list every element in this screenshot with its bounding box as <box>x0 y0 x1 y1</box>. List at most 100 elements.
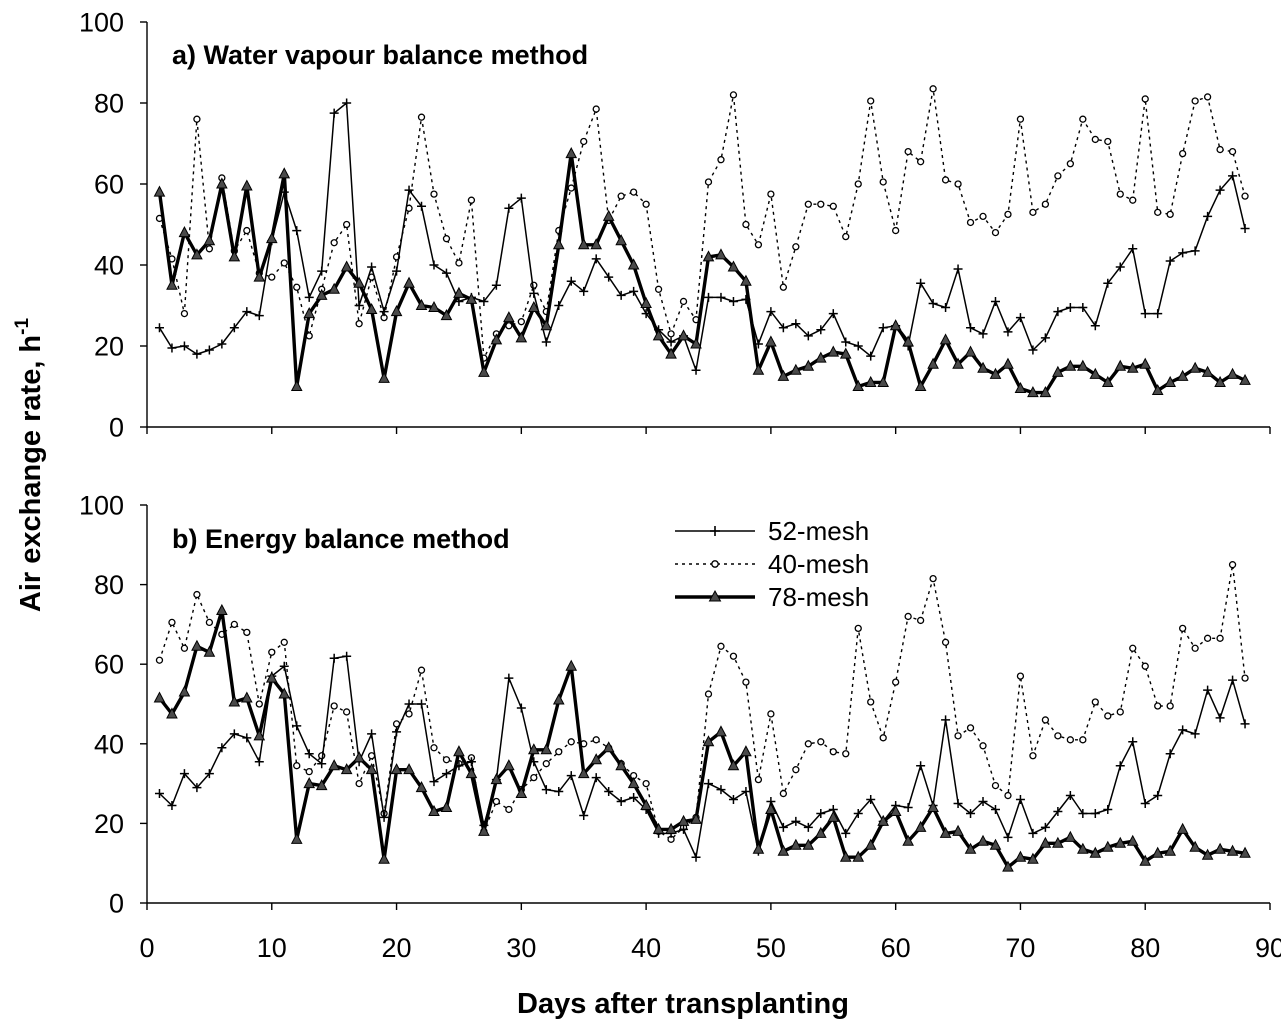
data-point <box>1214 842 1226 854</box>
data-point <box>203 234 216 246</box>
data-point <box>1203 93 1212 101</box>
data-point <box>1176 822 1189 834</box>
data-point <box>817 738 825 746</box>
legend: 52-mesh 40-mesh 78-mesh <box>675 516 869 612</box>
data-point <box>954 732 962 740</box>
data-point <box>390 305 403 317</box>
panel-b-title: b) Energy balance method <box>172 524 510 554</box>
data-point <box>1041 200 1050 208</box>
data-point <box>1114 836 1127 848</box>
legend-marker-plus <box>710 526 720 536</box>
y-tick-label: 20 <box>94 809 124 839</box>
data-point <box>1064 830 1077 842</box>
data-point <box>966 323 976 333</box>
data-point <box>892 678 900 686</box>
data-point <box>1151 846 1164 858</box>
data-point <box>167 343 177 353</box>
data-point <box>1228 171 1238 181</box>
data-point <box>552 693 565 705</box>
data-point <box>1154 208 1162 217</box>
data-point <box>804 740 812 748</box>
data-point <box>666 337 676 347</box>
data-point <box>579 286 589 296</box>
data-point <box>877 375 890 387</box>
data-point <box>1079 115 1087 123</box>
data-point <box>814 351 827 363</box>
data-point <box>1179 624 1187 633</box>
data-point <box>516 193 526 203</box>
data-point <box>978 329 988 339</box>
data-point <box>1041 716 1050 724</box>
data-point <box>1090 808 1100 818</box>
data-point <box>964 842 977 854</box>
data-point <box>1079 736 1087 744</box>
data-point <box>1090 321 1100 331</box>
legend-item-40-mesh: 40-mesh <box>675 549 869 579</box>
data-point <box>1216 145 1224 154</box>
series-78-mesh <box>153 147 1251 398</box>
data-point <box>517 318 525 326</box>
data-point <box>442 756 451 764</box>
data-point <box>1101 375 1114 387</box>
data-point <box>1115 262 1125 272</box>
data-point <box>941 303 951 313</box>
data-point <box>1028 828 1038 838</box>
data-point <box>853 341 863 351</box>
data-point <box>1089 846 1102 858</box>
panel-a-series <box>153 85 1251 398</box>
data-point <box>902 834 914 846</box>
data-point <box>1189 840 1201 852</box>
data-point <box>330 702 338 710</box>
data-point <box>592 736 600 744</box>
data-point <box>1153 791 1163 801</box>
data-point <box>916 761 926 771</box>
data-point <box>228 695 241 707</box>
data-point <box>1203 634 1212 642</box>
data-point <box>178 226 191 238</box>
data-point <box>192 783 202 793</box>
data-point <box>1052 365 1064 377</box>
data-point <box>1216 634 1224 642</box>
data-point <box>1128 244 1138 254</box>
data-point <box>355 779 363 788</box>
data-point <box>1077 359 1089 371</box>
data-point <box>841 828 851 838</box>
data-point <box>1215 185 1225 195</box>
data-point <box>839 347 852 359</box>
data-point <box>453 745 465 757</box>
data-point <box>527 743 540 755</box>
data-point <box>640 296 652 308</box>
data-point <box>854 624 862 633</box>
x-tick-label: 80 <box>1130 933 1160 963</box>
data-point <box>155 656 164 664</box>
data-point <box>602 209 615 221</box>
data-point <box>829 202 837 210</box>
data-point <box>365 763 378 775</box>
data-point <box>503 759 515 771</box>
data-point <box>1189 361 1201 373</box>
data-point <box>590 238 603 250</box>
data-point <box>342 220 351 229</box>
panel-b-axes: 0 20 40 60 80 100 0 10 20 30 40 50 60 70 80 90 <box>79 491 1281 964</box>
data-point <box>441 769 451 779</box>
data-point <box>953 799 963 808</box>
data-point <box>342 651 352 661</box>
data-point <box>191 639 203 651</box>
data-point <box>428 804 440 816</box>
data-point <box>529 288 539 298</box>
data-point <box>1065 303 1075 313</box>
data-point <box>240 179 253 191</box>
legend-item-52-mesh: 52-mesh <box>675 516 869 546</box>
data-point <box>530 773 538 782</box>
data-point <box>803 822 813 832</box>
data-point <box>340 260 353 272</box>
data-point <box>742 678 750 686</box>
data-point <box>665 347 677 359</box>
data-point <box>1151 383 1164 396</box>
data-point <box>927 357 939 369</box>
data-point <box>342 708 351 716</box>
data-point <box>1053 307 1063 317</box>
data-point <box>392 266 402 276</box>
data-point <box>355 320 363 328</box>
